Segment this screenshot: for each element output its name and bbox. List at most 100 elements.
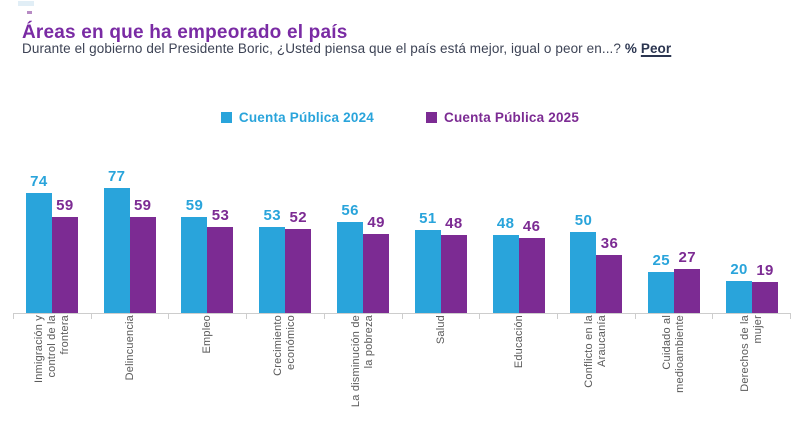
value-label-2024: 77 [107,168,126,185]
bar-2024 [492,235,519,313]
bar-2025 [129,217,156,313]
x-label-text: Salud [434,315,447,345]
bar-column: 52 [285,209,312,313]
survey-question: Durante el gobierno del Presidente Boric… [22,41,671,56]
cropped-artifact [27,11,32,14]
bar-2025 [440,235,467,313]
x-label: Crecimiento económico [264,315,306,425]
bar-2025 [207,227,234,313]
bar-2025 [363,234,390,313]
axis-tick [90,314,169,319]
x-label-cell: Empleo [169,314,247,416]
bar-column: 27 [674,249,701,313]
axis-tick [13,314,91,319]
x-label: Educación [498,315,540,425]
bar-group: 48 46 [480,160,558,313]
bar-column: 51 [414,210,441,313]
legend-item-2024[interactable]: Cuenta Pública 2024 [220,110,374,125]
x-label-cell: Derechos de la mujer [713,314,791,416]
value-label-2024: 25 [652,252,671,269]
bar-column: 46 [518,218,545,313]
bar-column: 36 [596,235,623,313]
axis-tick [479,314,557,319]
x-label: Cuidado al medioambiente [653,315,695,425]
x-label-cell: Salud [402,314,480,416]
bar-column: 20 [726,261,753,313]
axis-tick [246,314,324,319]
x-label-text: Empleo [200,315,213,354]
x-label-text: Educación [512,315,525,369]
x-label: Empleo [186,315,228,425]
bar-group: 51 48 [402,160,480,313]
value-label-2025: 27 [678,249,697,266]
bar-2025 [596,255,623,313]
x-label-text: La disminución de la pobreza [350,315,376,408]
bar-groups: 74 59 77 59 59 53 53 52 56 49 51 48 48 46 50 36 25 27 20 19 [13,160,791,313]
x-label-text: Cuidado al medioambiente [661,315,687,393]
value-label-2025: 46 [522,218,541,235]
percent-symbol: % [624,41,637,56]
value-label-2025: 49 [367,214,385,231]
value-label-2025: 59 [56,197,74,214]
x-label-text: Delincuencia [123,315,136,381]
x-label-cell: Inmigración y control de la frontera [13,314,91,416]
x-label: Inmigración y control de la frontera [31,315,73,425]
axis-tick [556,314,635,319]
value-label-2024: 74 [30,173,48,190]
x-label: Conflicto en la Araucanía [575,315,617,425]
bar-2024 [648,272,675,313]
bar-2025 [285,229,312,313]
survey-question-text: Durante el gobierno del Presidente Boric… [22,41,622,56]
peor-link[interactable]: Peor [640,41,672,56]
bar-column: 19 [752,262,779,313]
legend-item-2025[interactable]: Cuenta Pública 2025 [426,110,579,125]
value-label-2024: 59 [185,197,204,214]
x-label: Delincuencia [109,315,151,425]
x-label-text: Crecimiento económico [272,315,298,376]
value-label-2024: 56 [341,202,359,219]
bar-column: 53 [259,207,286,313]
x-label-cell: Educación [480,314,558,416]
bar-column: 77 [103,168,130,313]
bar-column: 53 [207,207,234,313]
bar-group: 59 53 [169,160,247,313]
value-label-2025: 36 [600,235,619,252]
value-label-2024: 20 [730,261,748,278]
bar-group: 77 59 [91,160,169,313]
bar-column: 50 [570,212,597,313]
legend-swatch-2024-icon [220,112,232,123]
value-label-2025: 59 [133,197,152,214]
bar-column: 48 [440,215,467,313]
axis-tick [168,314,246,319]
bar-column: 56 [337,202,364,313]
x-label-text: Derechos de la mujer [739,315,765,392]
x-label-cell: Delincuencia [91,314,169,416]
cropped-artifact [18,1,34,6]
bar-group: 74 59 [13,160,91,313]
legend-label-2025: Cuenta Pública 2025 [444,110,580,125]
value-label-2025: 52 [289,209,308,226]
bar-2025 [752,282,779,313]
x-label-text: Inmigración y control de la frontera [32,315,71,384]
chart-title: Áreas en que ha empeorado el país [22,21,348,43]
x-label: La disminución de la pobreza [342,315,384,425]
value-label-2024: 51 [419,210,437,227]
bar-column: 74 [25,173,52,313]
bar-column: 59 [181,197,208,313]
bar-2024 [103,188,130,313]
bar-group: 20 19 [713,160,791,313]
x-label-cell: La disminución de la pobreza [324,314,402,416]
value-label-2025: 53 [211,207,230,224]
chart-legend: Cuenta Pública 2024 Cuenta Pública 2025 [0,110,800,125]
bar-2025 [51,217,78,313]
bar-column: 25 [648,252,675,313]
x-label-text: Conflicto en la Araucanía [583,315,609,388]
bar-2024 [726,281,753,313]
value-label-2024: 53 [263,207,282,224]
x-label: Salud [420,315,462,425]
bar-2024 [181,217,208,313]
value-label-2024: 50 [574,212,593,229]
bar-column: 59 [129,197,156,313]
bar-2025 [518,238,545,313]
bar-column: 59 [51,197,78,313]
